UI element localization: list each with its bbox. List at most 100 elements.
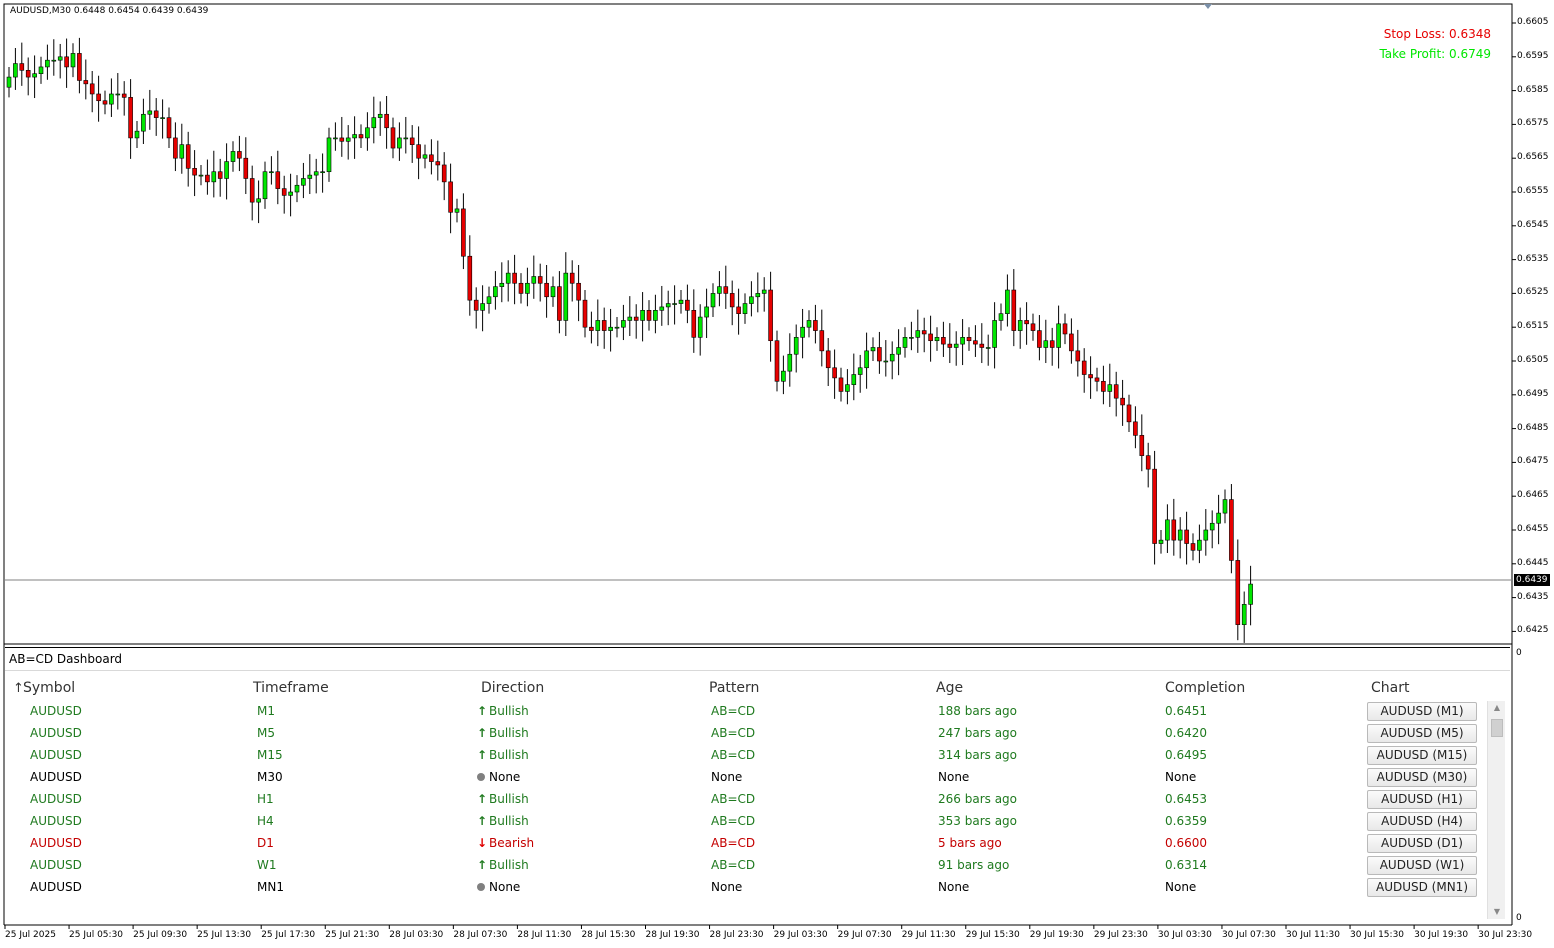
- open-chart-button[interactable]: AUDUSD (M1): [1367, 702, 1477, 721]
- cell-timeframe: M1: [257, 704, 275, 718]
- open-chart-button[interactable]: AUDUSD (H1): [1367, 790, 1477, 809]
- bear-candle: [173, 137, 178, 159]
- open-chart-button[interactable]: AUDUSD (M30): [1367, 768, 1477, 787]
- table-row[interactable]: AUDUSD W1 ↑ Bullish AB=CD 91 bars ago 0.6314 AU…: [5, 855, 1485, 877]
- cell-direction: ↑ Bullish: [477, 858, 529, 872]
- open-chart-button[interactable]: AUDUSD (W1): [1367, 856, 1477, 875]
- open-chart-button[interactable]: AUDUSD (MN1): [1367, 878, 1477, 897]
- cell-completion: 0.6495: [1165, 748, 1207, 762]
- dot-icon: [477, 883, 485, 891]
- time-tick-label: 29 Jul 11:30: [901, 930, 956, 940]
- cell-pattern: None: [711, 880, 743, 894]
- cell-timeframe: M5: [257, 726, 275, 740]
- bull-candle: [800, 326, 805, 338]
- bull-candle: [371, 117, 377, 129]
- bull-candle: [960, 337, 965, 345]
- header-timeframe[interactable]: Timeframe: [253, 680, 329, 696]
- cell-timeframe: D1: [257, 836, 274, 850]
- bear-candle: [237, 151, 242, 159]
- header-symbol[interactable]: ↑Symbol: [13, 680, 75, 696]
- table-row[interactable]: AUDUSD M1 ↑ Bullish AB=CD 188 bars ago 0.6451 A…: [5, 701, 1485, 723]
- cell-pattern: AB=CD: [711, 858, 756, 872]
- bear-candle: [429, 154, 434, 162]
- header-direction[interactable]: Direction: [481, 680, 545, 696]
- bear-candle: [1171, 519, 1177, 541]
- bear-candle: [832, 367, 837, 379]
- open-chart-button[interactable]: AUDUSD (M5): [1367, 724, 1477, 743]
- bull-candle: [230, 151, 236, 162]
- bull-candle: [909, 337, 914, 339]
- bear-candle: [537, 276, 543, 284]
- scroll-down-icon[interactable]: ▼: [1493, 907, 1501, 916]
- bear-candle: [1094, 377, 1100, 382]
- cell-pattern: AB=CD: [711, 814, 756, 828]
- table-row[interactable]: AUDUSD H4 ↑ Bullish AB=CD 353 bars ago 0.6359 A…: [5, 811, 1485, 833]
- open-chart-button[interactable]: AUDUSD (H4): [1367, 812, 1477, 831]
- bull-candle: [307, 174, 313, 179]
- up-arrow-icon: ↑: [477, 792, 488, 806]
- header-symbol-label: Symbol: [23, 680, 76, 696]
- time-tick-label: 28 Jul 19:30: [645, 930, 700, 940]
- price-tick-label: 0.6455: [1517, 524, 1549, 534]
- bull-candle: [755, 293, 761, 298]
- bear-candle: [736, 306, 741, 314]
- cell-age: None: [938, 880, 970, 894]
- bull-candle: [365, 127, 370, 139]
- scroll-thumb[interactable]: [1491, 719, 1503, 737]
- bear-candle: [249, 178, 255, 203]
- table-row[interactable]: AUDUSD M5 ↑ Bullish AB=CD 247 bars ago 0.6420 A…: [5, 723, 1485, 745]
- abcd-dashboard-panel: AB=CD Dashboard ↑Symbol Timeframe Direct…: [5, 647, 1510, 924]
- bull-candle: [998, 313, 1004, 321]
- bull-candle: [211, 171, 217, 183]
- header-chart[interactable]: Chart: [1371, 680, 1410, 696]
- bull-candle: [1005, 289, 1010, 314]
- price-tick-label: 0.6465: [1517, 490, 1549, 501]
- time-tick-label: 28 Jul 23:30: [709, 930, 764, 940]
- bull-candle: [147, 110, 153, 115]
- header-pattern[interactable]: Pattern: [709, 680, 760, 696]
- bull-candle: [397, 137, 402, 149]
- bear-candle: [512, 272, 517, 284]
- table-row[interactable]: AUDUSD M30 None None None None AUDUSD (M30): [5, 767, 1485, 789]
- bull-candle: [953, 343, 959, 348]
- bull-candle: [781, 370, 786, 382]
- bull-candle: [109, 93, 114, 105]
- cell-symbol: AUDUSD: [30, 726, 82, 740]
- dashboard-scrollbar[interactable]: ▲ ▼: [1487, 701, 1505, 919]
- bear-candle: [819, 330, 825, 352]
- cell-symbol: AUDUSD: [30, 770, 82, 784]
- bear-candle: [461, 208, 466, 257]
- bear-candle: [1139, 435, 1145, 456]
- table-row[interactable]: AUDUSD D1 ↓ Bearish AB=CD 5 bars ago 0.6600 AUD…: [5, 833, 1485, 855]
- cell-completion: 0.6600: [1165, 836, 1207, 850]
- bear-candle: [1088, 374, 1093, 379]
- table-row[interactable]: AUDUSD MN1 None None None None AUDUSD (MN1): [5, 877, 1485, 899]
- bear-candle: [1190, 543, 1196, 551]
- price-tick-label: 0.6425: [1517, 625, 1549, 636]
- bull-candle: [992, 320, 997, 348]
- table-row[interactable]: AUDUSD H1 ↑ Bullish AB=CD 266 bars ago 0.6453 A…: [5, 789, 1485, 811]
- bull-candle: [115, 93, 121, 96]
- chart-shift-marker-icon[interactable]: [1204, 4, 1212, 9]
- bull-candle: [870, 347, 876, 352]
- bull-candle: [1248, 583, 1253, 605]
- bear-candle: [1113, 384, 1119, 399]
- bear-candle: [729, 293, 735, 308]
- bull-candle: [1107, 384, 1113, 392]
- cell-completion: 0.6314: [1165, 858, 1207, 872]
- cell-pattern: AB=CD: [711, 792, 756, 806]
- open-chart-button[interactable]: AUDUSD (M15): [1367, 746, 1477, 765]
- time-tick-label: 28 Jul 15:30: [581, 930, 636, 940]
- direction-label: Bullish: [489, 858, 529, 872]
- header-completion[interactable]: Completion: [1165, 680, 1246, 696]
- table-row[interactable]: AUDUSD M15 ↑ Bullish AB=CD 314 bars ago 0.6495…: [5, 745, 1485, 767]
- header-age[interactable]: Age: [936, 680, 964, 696]
- bear-candle: [64, 56, 69, 68]
- main-chart-frame: [3, 3, 1513, 645]
- open-chart-button[interactable]: AUDUSD (D1): [1367, 834, 1477, 853]
- scroll-up-icon[interactable]: ▲: [1493, 703, 1501, 712]
- time-tick-label: 28 Jul 03:30: [389, 930, 444, 940]
- cell-symbol: AUDUSD: [30, 704, 82, 718]
